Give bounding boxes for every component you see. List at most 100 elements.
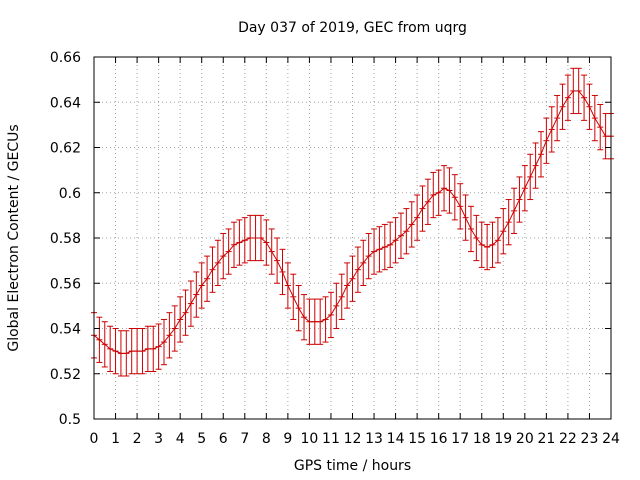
- error-bar: [473, 214, 480, 262]
- error-bar: [214, 239, 221, 287]
- error-bar: [602, 113, 609, 160]
- error-bar: [252, 214, 259, 262]
- error-bar: [403, 208, 410, 255]
- error-bar: [193, 271, 200, 318]
- error-bar: [505, 199, 512, 246]
- error-bar: [257, 214, 264, 262]
- x-tick-label: 12: [344, 431, 362, 447]
- error-bar: [171, 305, 178, 352]
- error-bar: [537, 131, 544, 178]
- error-bar: [489, 221, 496, 268]
- y-axis-label: Global Electron Content / GECUs: [6, 124, 22, 351]
- error-bar: [381, 223, 388, 271]
- data-series: [91, 67, 614, 377]
- x-tick-label: 0: [90, 431, 99, 447]
- error-bar: [231, 221, 238, 268]
- x-tick-label: 2: [133, 431, 142, 447]
- x-axis-label: GPS time / hours: [294, 458, 411, 474]
- error-bar: [123, 330, 130, 377]
- x-tick-label: 7: [240, 431, 249, 447]
- error-bar: [177, 296, 184, 343]
- error-bar: [527, 153, 534, 201]
- x-tick-label: 19: [494, 431, 512, 447]
- error-bar: [306, 298, 313, 345]
- x-tick-label: 9: [283, 431, 292, 447]
- error-bar: [182, 289, 189, 336]
- y-tick-label: 0.64: [50, 95, 81, 111]
- y-tick-label: 0.52: [50, 367, 81, 383]
- error-bar: [187, 280, 194, 327]
- error-bar: [559, 83, 566, 130]
- error-bar: [543, 117, 550, 164]
- error-bar: [279, 248, 286, 296]
- error-bar: [478, 221, 485, 268]
- error-bar: [96, 316, 103, 363]
- error-bar: [354, 246, 361, 293]
- error-bar: [548, 106, 555, 153]
- axis-ticks: 0 1 2 3 4 5 6 7 8 9 10 11 12 13 14 15 16 17 18 19 20 21 22 23 24…: [50, 50, 620, 447]
- error-bar: [247, 214, 254, 262]
- error-bar: [112, 328, 119, 375]
- error-bar: [387, 221, 394, 268]
- error-bar: [161, 318, 168, 366]
- error-bar: [117, 330, 124, 377]
- error-bar: [570, 67, 577, 115]
- error-bar: [376, 226, 383, 273]
- error-bar: [457, 183, 464, 230]
- error-bar: [365, 232, 372, 280]
- error-bar: [139, 328, 146, 375]
- x-tick-label: 1: [111, 431, 120, 447]
- error-bar: [274, 237, 281, 284]
- error-bar: [295, 285, 302, 332]
- error-bar: [462, 194, 469, 241]
- error-bar: [317, 298, 324, 345]
- error-bar: [532, 142, 539, 189]
- error-bar: [144, 325, 151, 372]
- error-bar: [268, 228, 275, 275]
- error-bar: [166, 312, 173, 359]
- error-bar: [284, 262, 291, 309]
- error-bar: [134, 328, 141, 375]
- error-bar: [360, 239, 367, 287]
- error-bar: [263, 219, 270, 266]
- error-bar: [424, 178, 431, 225]
- error-bar: [301, 294, 308, 341]
- error-bar: [451, 174, 458, 221]
- error-bar: [241, 217, 248, 264]
- y-tick-label: 0.58: [50, 231, 81, 247]
- x-tick-label: 5: [197, 431, 206, 447]
- error-bar: [467, 205, 474, 253]
- error-bar: [128, 328, 135, 375]
- x-tick-label: 14: [387, 431, 405, 447]
- error-bar: [220, 232, 227, 280]
- y-tick-label: 0.6: [59, 186, 81, 202]
- y-tick-label: 0.56: [50, 276, 81, 292]
- error-bar: [322, 296, 329, 343]
- error-bar: [441, 165, 448, 212]
- error-bar: [414, 194, 421, 241]
- x-tick-label: 11: [322, 431, 340, 447]
- error-bar: [209, 246, 216, 293]
- error-bar: [333, 282, 340, 329]
- error-bar: [101, 321, 108, 368]
- error-bar: [564, 74, 571, 121]
- x-tick-label: 17: [451, 431, 469, 447]
- error-bar: [338, 273, 345, 320]
- error-bar: [204, 255, 211, 302]
- error-bar: [494, 217, 501, 264]
- x-tick-label: 13: [365, 431, 383, 447]
- error-bar: [419, 185, 426, 232]
- error-bar: [349, 255, 356, 302]
- error-bar: [236, 219, 243, 266]
- error-bar: [150, 325, 157, 372]
- error-bar: [198, 262, 205, 309]
- y-tick-label: 0.5: [59, 412, 81, 428]
- error-bar: [597, 104, 604, 151]
- error-bar: [311, 298, 318, 345]
- y-tick-label: 0.66: [50, 50, 81, 66]
- error-bar: [446, 167, 453, 214]
- x-tick-label: 20: [516, 431, 534, 447]
- x-tick-label: 15: [408, 431, 426, 447]
